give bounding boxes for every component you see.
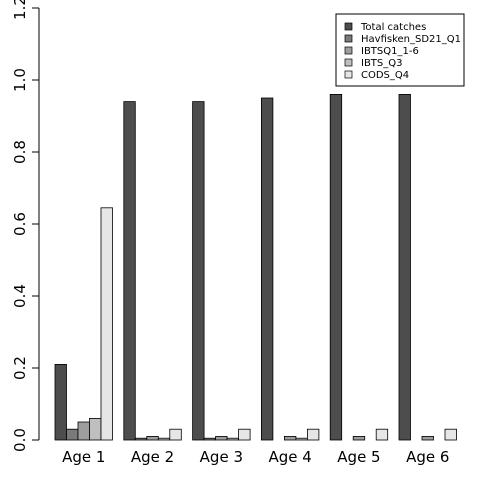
- bar: [203, 437, 217, 441]
- y-tick-label: 1.0: [11, 68, 29, 92]
- bar: [238, 428, 251, 441]
- y-tick-label: 0.4: [11, 284, 29, 308]
- y-tick-label: 0.0: [11, 428, 29, 452]
- bar: [421, 435, 434, 441]
- bars: [54, 94, 457, 441]
- legend-box: [335, 13, 465, 87]
- bar: [352, 435, 366, 441]
- legend-swatch: [344, 22, 353, 31]
- bar: [192, 101, 205, 441]
- x-tick-label: Age 5: [337, 448, 380, 466]
- bar: [66, 428, 79, 441]
- bar: [306, 428, 320, 441]
- x-tick-label: Age 2: [131, 448, 174, 466]
- bar: [134, 437, 148, 441]
- bar: [226, 437, 240, 441]
- legend-swatch: [344, 46, 353, 55]
- bar: [123, 101, 136, 441]
- legend-label: Total catches: [360, 22, 426, 33]
- y-tick-label: 0.6: [11, 212, 29, 236]
- x-tick-label: Age 1: [62, 448, 105, 466]
- legend-label: CODS_Q4: [361, 70, 409, 81]
- bar: [169, 428, 182, 441]
- bar: [295, 437, 308, 441]
- bar: [329, 94, 343, 441]
- bar: [215, 435, 228, 441]
- bar: [100, 207, 113, 441]
- bar: [157, 437, 171, 441]
- y-tick-label: 1.2: [11, 0, 29, 20]
- y-axis: 0.0 0.2 0.4 0.6 0.8 1.0 1.2: [11, 0, 40, 452]
- y-tick-label: 0.8: [11, 140, 29, 164]
- legend-label: IBTS_Q3: [361, 58, 403, 69]
- x-tick-label: Age 4: [268, 448, 311, 466]
- bar: [375, 428, 389, 441]
- legend-swatch: [344, 34, 353, 43]
- x-tick-label: Age 6: [406, 448, 449, 466]
- x-axis-labels: Age 1 Age 2 Age 3 Age 4 Age 5 Age 6: [62, 448, 449, 466]
- bar: [146, 435, 159, 441]
- legend-label: Havfisken_SD21_Q1: [361, 34, 461, 45]
- bar: [444, 428, 457, 441]
- bar: [260, 97, 274, 441]
- legend-swatch: [344, 70, 353, 79]
- bar: [283, 435, 297, 441]
- bar: [54, 363, 67, 441]
- bar: [89, 417, 102, 441]
- y-tick-label: 0.2: [11, 356, 29, 380]
- legend: Total catchesHavfisken_SD21_Q1IBTSQ1_1-6…: [335, 13, 465, 87]
- legend-swatch: [344, 58, 353, 67]
- bar: [398, 94, 411, 441]
- legend-label: IBTSQ1_1-6: [361, 46, 419, 57]
- x-tick-label: Age 3: [200, 448, 243, 466]
- bar: [77, 421, 90, 441]
